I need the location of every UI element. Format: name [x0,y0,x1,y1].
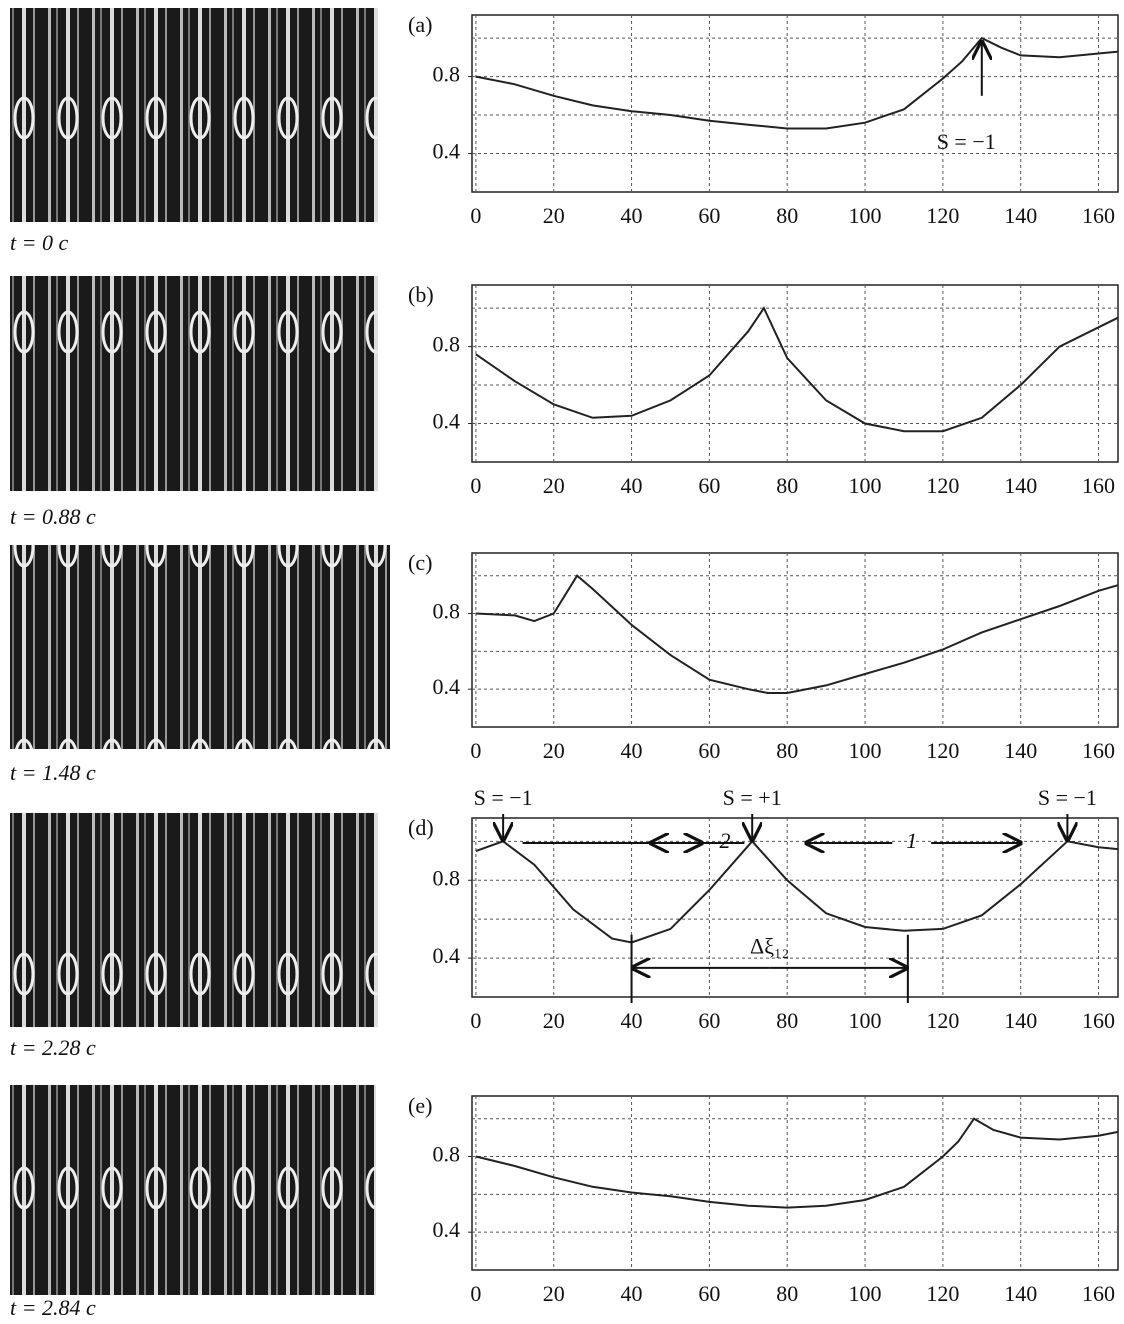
x-tick-label: 20 [543,738,565,763]
photo [10,1085,376,1295]
time-label: t = 2.28 c [10,1035,96,1060]
plot-area [471,284,1119,463]
annotation: Δξ₁₂ [750,933,789,958]
x-tick-label: 160 [1082,1281,1115,1306]
x-tick-label: 120 [926,1008,959,1033]
x-tick-label: 140 [1004,473,1037,498]
y-tick-label: 0.4 [433,943,461,968]
x-tick-label: 20 [543,203,565,228]
photo [10,8,378,222]
x-tick-label: 160 [1082,203,1115,228]
annotation: 2 [719,828,730,853]
x-tick-label: 160 [1082,473,1115,498]
x-tick-label: 60 [698,1281,720,1306]
plot-area [471,14,1119,193]
time-label: t = 0 c [10,230,68,255]
panel-label: (c) [408,550,432,575]
x-tick-label: 0 [470,473,481,498]
annotation: S = −1 [937,129,996,154]
annotation: S = −1 [1038,785,1097,810]
x-tick-label: 80 [776,203,798,228]
plot-area [471,552,1119,728]
x-tick-label: 20 [543,1008,565,1033]
x-tick-label: 40 [621,1281,643,1306]
x-tick-label: 160 [1082,1008,1115,1033]
x-tick-label: 120 [926,1281,959,1306]
data-line [475,306,1119,433]
y-tick-label: 0.8 [433,1142,461,1167]
y-tick-label: 0.4 [433,409,461,434]
time-label: t = 2.84 c [10,1295,96,1320]
x-tick-label: 120 [926,203,959,228]
time-label: t = 1.48 c [10,760,96,785]
annotation: S = −1 [474,785,533,810]
x-tick-label: 0 [470,738,481,763]
time-label: t = 0.88 c [10,504,96,529]
x-tick-label: 80 [776,1281,798,1306]
annotation: 1 [906,828,917,853]
y-tick-label: 0.8 [433,62,461,87]
x-tick-label: 60 [698,473,720,498]
y-tick-label: 0.4 [433,1217,461,1242]
data-line [475,36,1119,130]
x-tick-label: 160 [1082,738,1115,763]
x-tick-label: 100 [849,1008,882,1033]
x-tick-label: 140 [1004,203,1037,228]
x-tick-label: 140 [1004,738,1037,763]
x-tick-label: 100 [849,473,882,498]
x-tick-label: 0 [470,1008,481,1033]
y-tick-label: 0.8 [433,865,461,890]
x-tick-label: 100 [849,203,882,228]
x-tick-label: 140 [1004,1008,1037,1033]
x-tick-label: 0 [470,203,481,228]
x-tick-label: 100 [849,1281,882,1306]
x-tick-label: 40 [621,203,643,228]
x-tick-label: 0 [470,1281,481,1306]
data-line [475,1117,1119,1209]
x-tick-label: 40 [621,473,643,498]
data-line [475,839,1119,944]
x-tick-label: 120 [926,738,959,763]
photo [10,276,378,491]
panel-label: (d) [408,815,434,840]
x-tick-label: 20 [543,473,565,498]
x-tick-label: 60 [698,1008,720,1033]
x-tick-label: 120 [926,473,959,498]
y-tick-label: 0.4 [433,674,461,699]
x-tick-label: 80 [776,473,798,498]
panel-label: (b) [408,282,434,307]
x-tick-label: 140 [1004,1281,1037,1306]
photo [10,813,378,1027]
y-tick-label: 0.8 [433,332,461,357]
photo [10,545,390,749]
x-tick-label: 60 [698,738,720,763]
panel-label: (e) [408,1093,432,1118]
x-tick-label: 60 [698,203,720,228]
annotation: S = +1 [723,785,782,810]
x-tick-label: 40 [621,1008,643,1033]
x-tick-label: 20 [543,1281,565,1306]
data-line [475,574,1119,694]
x-tick-label: 80 [776,1008,798,1033]
x-tick-label: 80 [776,738,798,763]
x-tick-label: 100 [849,738,882,763]
panel-label: (a) [408,12,432,37]
y-tick-label: 0.8 [433,599,461,624]
x-tick-label: 40 [621,738,643,763]
y-tick-label: 0.4 [433,139,461,164]
